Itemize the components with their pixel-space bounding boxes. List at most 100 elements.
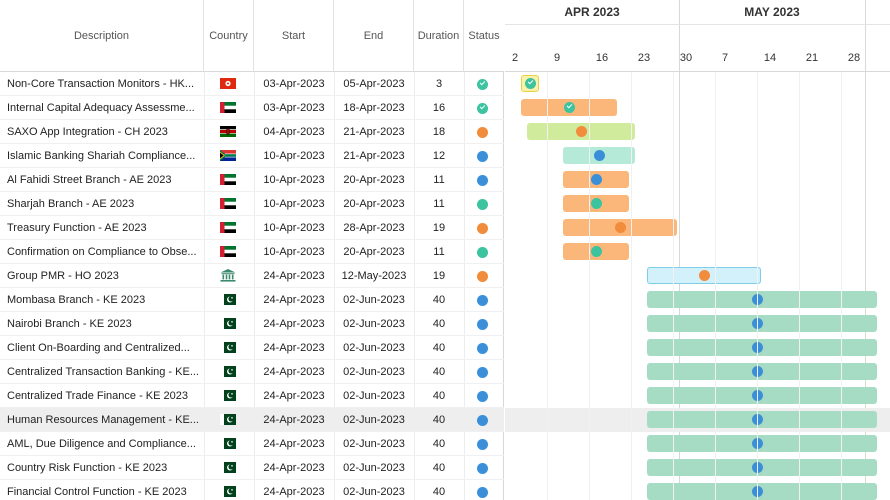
uae-flag-icon [220, 222, 236, 233]
task-duration: 40 [432, 486, 446, 498]
status-dot-icon [477, 271, 488, 282]
task-row[interactable]: Al Fahidi Street Branch - AE 2023 10-Apr-… [0, 168, 504, 192]
task-start-date: 24-Apr-2023 [263, 342, 325, 354]
week-gridline [799, 72, 800, 500]
task-row[interactable]: Country Risk Function - KE 2023 24-Apr-20… [0, 456, 504, 480]
task-duration: 40 [432, 438, 446, 450]
pakistan-flag-icon [220, 486, 236, 497]
task-row[interactable]: Internal Capital Adequacy Assessme... 03-… [0, 96, 504, 120]
status-dot-icon [477, 223, 488, 234]
task-row[interactable]: Centralized Trade Finance - KE 2023 24-Ap… [0, 384, 504, 408]
uae-flag-icon [220, 102, 236, 113]
gantt-row [505, 144, 890, 168]
gantt-row [505, 264, 890, 288]
task-row[interactable]: Group PMR - HO 2023 24-Apr-2023 12-May-202… [0, 264, 504, 288]
pakistan-flag-icon [220, 390, 236, 401]
status-dot-icon [477, 487, 488, 498]
task-row[interactable]: Human Resources Management - KE... 24-Apr… [0, 408, 504, 432]
column-header-country[interactable]: Country [204, 0, 254, 72]
task-end-date: 02-Jun-2023 [343, 486, 405, 498]
task-row[interactable]: Confirmation on Compliance to Obse... 10-… [0, 240, 504, 264]
task-start-date: 24-Apr-2023 [263, 270, 325, 282]
task-row[interactable]: Financial Control Function - KE 2023 24-A… [0, 480, 504, 500]
gantt-status-marker [564, 102, 575, 113]
task-description: Centralized Transaction Banking - KE... [7, 366, 199, 378]
task-start-date: 24-Apr-2023 [263, 366, 325, 378]
task-start-date: 10-Apr-2023 [263, 246, 325, 258]
task-duration: 12 [432, 150, 446, 162]
task-row[interactable]: Non-Core Transaction Monitors - HK... 03-… [0, 72, 504, 96]
timeline-month-apr: APR 2023 [564, 5, 620, 19]
task-end-date: 02-Jun-2023 [343, 462, 405, 474]
timeline-day-label: 16 [595, 52, 609, 64]
pakistan-flag-icon [220, 366, 236, 377]
gantt-row [505, 408, 890, 432]
gantt-status-marker [699, 270, 710, 281]
task-duration: 18 [432, 126, 446, 138]
gantt-status-marker [591, 246, 602, 257]
task-duration: 11 [433, 174, 445, 186]
task-row[interactable]: AML, Due Diligence and Compliance... 24-A… [0, 432, 504, 456]
month-divider [679, 0, 680, 500]
column-header-duration[interactable]: Duration [414, 0, 464, 72]
task-row[interactable]: Islamic Banking Shariah Compliance... 10-… [0, 144, 504, 168]
task-row[interactable]: Treasury Function - AE 2023 10-Apr-2023 28… [0, 216, 504, 240]
timeline-day-label: 7 [721, 52, 729, 64]
task-description: Confirmation on Compliance to Obse... [7, 246, 197, 258]
task-row[interactable]: Sharjah Branch - AE 2023 10-Apr-2023 20-Ap… [0, 192, 504, 216]
task-start-date: 03-Apr-2023 [263, 102, 325, 114]
gantt-row [505, 120, 890, 144]
timeline-header-bottom [505, 71, 890, 72]
timeline-day-label: 30 [679, 52, 693, 64]
task-description: Sharjah Branch - AE 2023 [7, 198, 135, 210]
week-gridline [631, 72, 632, 500]
gantt-timeline: APR 2023 MAY 2023 2 9 16 23 30 7 14 21 28 [505, 0, 890, 500]
timeline-day-label: 23 [637, 52, 651, 64]
status-dot-icon [477, 127, 488, 138]
gantt-status-marker [591, 198, 602, 209]
column-header-status[interactable]: Status [468, 30, 500, 42]
column-header-description[interactable]: Description [0, 0, 204, 72]
task-description: Financial Control Function - KE 2023 [7, 486, 187, 498]
task-row[interactable]: SAXO App Integration - CH 2023 04-Apr-202… [0, 120, 504, 144]
status-dot-icon [477, 175, 488, 186]
status-dot-icon [477, 319, 488, 330]
task-duration: 19 [432, 222, 446, 234]
uae-flag-icon [220, 246, 236, 257]
week-gridline [841, 72, 842, 500]
task-duration: 40 [432, 414, 446, 426]
task-end-date: 02-Jun-2023 [343, 342, 405, 354]
task-end-date: 05-Apr-2023 [343, 78, 405, 90]
task-row[interactable]: Centralized Transaction Banking - KE... 2… [0, 360, 504, 384]
task-end-date: 20-Apr-2023 [343, 246, 405, 258]
task-end-date: 02-Jun-2023 [343, 294, 405, 306]
task-end-date: 21-Apr-2023 [343, 126, 405, 138]
uae-flag-icon [220, 198, 236, 209]
task-description: Treasury Function - AE 2023 [7, 222, 147, 234]
pakistan-flag-icon [220, 438, 236, 449]
task-grid: Description Country Start End Duration S… [0, 0, 504, 500]
status-completed-icon [477, 79, 488, 90]
status-dot-icon [477, 439, 488, 450]
gantt-status-marker [615, 222, 626, 233]
gantt-row [505, 336, 890, 360]
task-row[interactable]: Mombasa Branch - KE 2023 24-Apr-2023 02-Ju… [0, 288, 504, 312]
task-start-date: 24-Apr-2023 [263, 414, 325, 426]
task-end-date: 20-Apr-2023 [343, 174, 405, 186]
task-end-date: 02-Jun-2023 [343, 318, 405, 330]
task-row[interactable]: Nairobi Branch - KE 2023 24-Apr-2023 02-Ju… [0, 312, 504, 336]
south-africa-flag-icon [220, 150, 236, 161]
task-description: AML, Due Diligence and Compliance... [7, 438, 196, 450]
column-header-start[interactable]: Start [254, 0, 334, 72]
task-end-date: 02-Jun-2023 [343, 366, 405, 378]
column-divider [204, 72, 205, 500]
status-dot-icon [477, 199, 488, 210]
week-gridline [715, 72, 716, 500]
task-duration: 19 [432, 270, 446, 282]
task-end-date: 02-Jun-2023 [343, 414, 405, 426]
column-header-end[interactable]: End [334, 0, 414, 72]
task-row[interactable]: Client On-Boarding and Centralized... 24-… [0, 336, 504, 360]
task-start-date: 10-Apr-2023 [263, 150, 325, 162]
hong-kong-flag-icon [220, 78, 236, 89]
gantt-row [505, 360, 890, 384]
